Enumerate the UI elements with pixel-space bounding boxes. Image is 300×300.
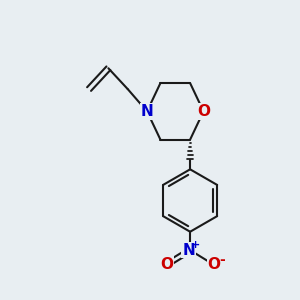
Text: O: O bbox=[197, 104, 210, 119]
Text: -: - bbox=[219, 253, 224, 267]
Text: N: N bbox=[182, 243, 195, 258]
Text: +: + bbox=[191, 240, 200, 250]
Text: O: O bbox=[160, 257, 173, 272]
Text: O: O bbox=[207, 257, 220, 272]
Text: N: N bbox=[141, 104, 153, 119]
